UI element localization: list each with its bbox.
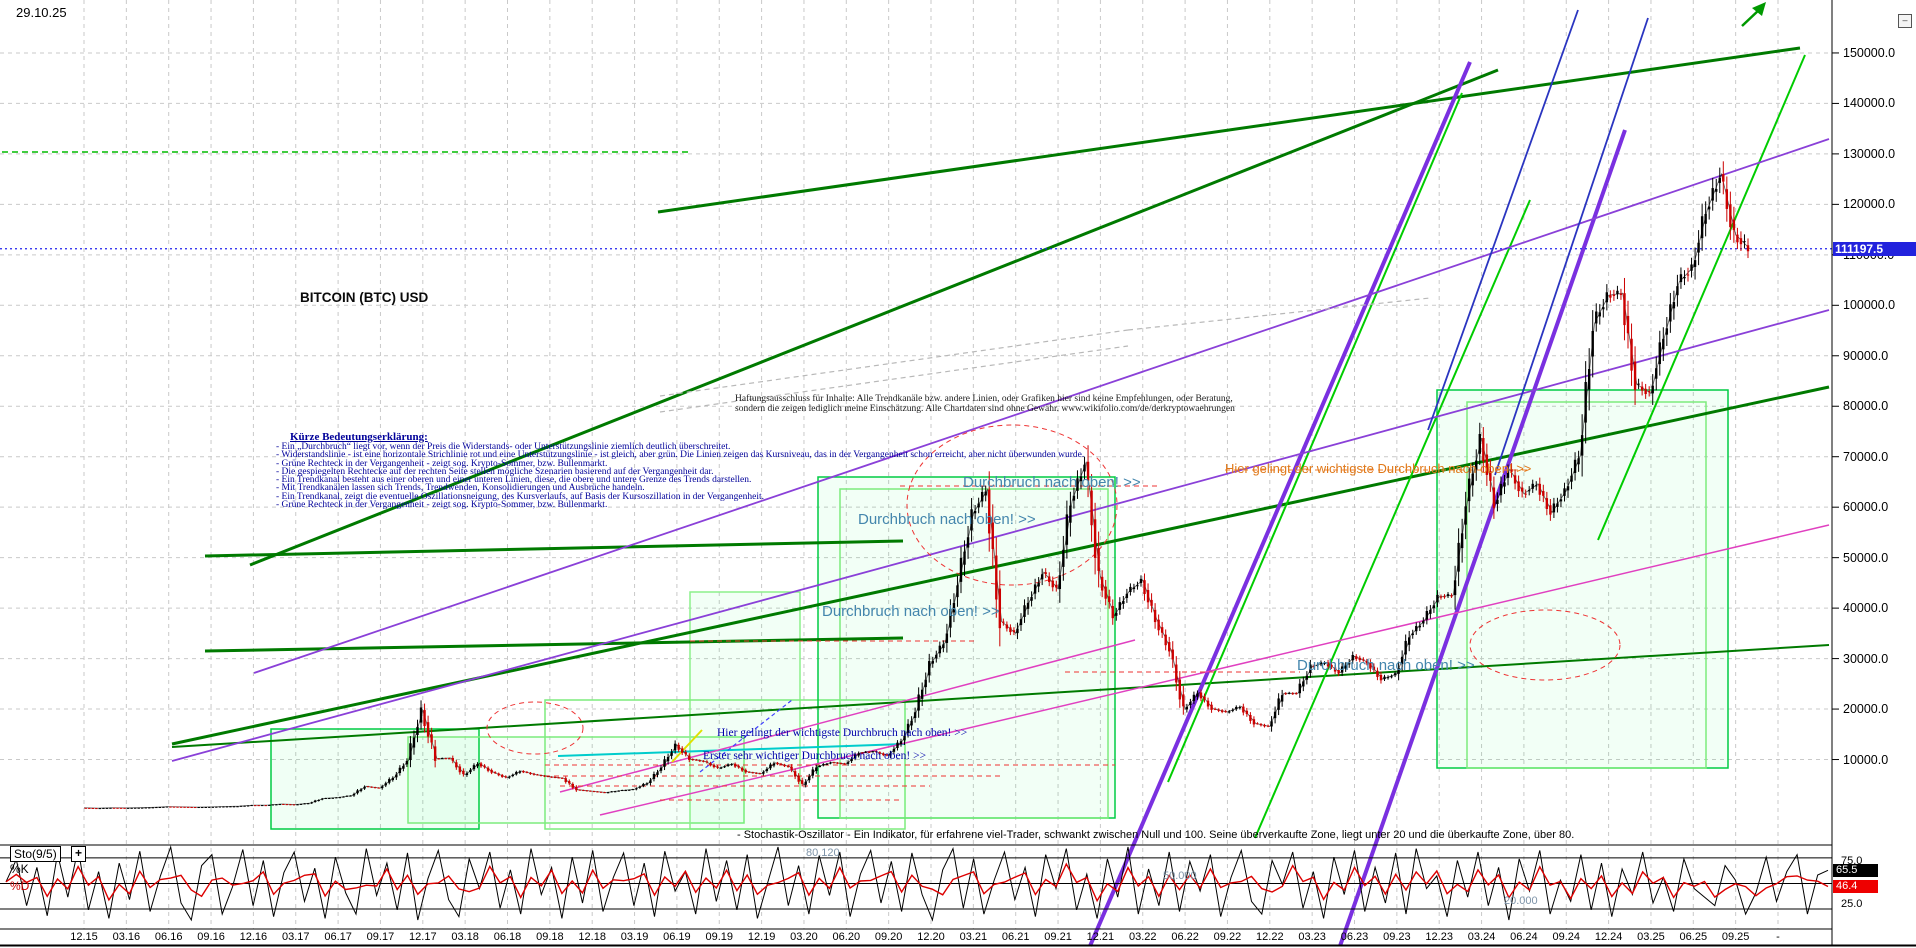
x-axis-tick-label: 03.23 (1298, 931, 1326, 943)
oscillator-level-label: 20.000 (1504, 895, 1538, 907)
x-axis-tick-label: 06.17 (324, 931, 352, 943)
disclaimer-line-2: sondern die zeigen lediglich meine Einsc… (735, 403, 1235, 414)
x-axis-tick-label: - (1776, 931, 1780, 943)
x-axis-tick-label: 09.20 (874, 931, 903, 943)
x-axis-tick-label: 03.18 (451, 931, 479, 943)
x-axis-tick-label: 06.25 (1679, 931, 1708, 943)
y-axis-tick-label: 150000.0 (1843, 45, 1896, 60)
y-axis-tick-label: 40000.0 (1843, 601, 1889, 616)
x-axis-tick-label: 06.23 (1340, 931, 1369, 943)
x-axis-tick-label: 06.24 (1510, 931, 1538, 943)
breakout-annotation: Hier gelingt der wichtigste Durchbruch n… (1225, 461, 1532, 476)
x-axis-tick-label: 12.22 (1256, 931, 1284, 943)
collapse-panel-button[interactable]: – (1898, 14, 1912, 28)
x-axis-tick-label: 09.19 (705, 931, 734, 943)
current-price-badge: 111197.5 (1833, 242, 1916, 256)
y-axis-tick-label: 90000.0 (1843, 348, 1889, 363)
legend-line: - Ein Trendkanal besteht aus einer obere… (276, 475, 752, 486)
legend-line: - Grüne Rechteck in der Vergangenheit - … (276, 500, 608, 511)
disclaimer-line-1: Haftungsausschluss für Inhalte: Alle Tre… (735, 394, 1233, 404)
y-axis-tick-label: 70000.0 (1843, 449, 1889, 464)
y-axis-tick-label: 130000.0 (1843, 146, 1896, 161)
x-axis-tick-label: 12.15 (70, 931, 98, 943)
legend-line: - Mit Trendkanälen lassen sich Trends, T… (276, 483, 645, 494)
stochastic-indicator-button[interactable]: Sto(9/5) (10, 846, 61, 862)
x-axis-tick-label: 03.21 (959, 931, 988, 943)
x-axis-tick-label: 09.21 (1044, 931, 1072, 943)
legend-title: Kürze Bedeutungserklärung: (290, 431, 428, 443)
disclaimer-text: Haftungsausschluss für Inhalte: Alle Tre… (735, 394, 1235, 414)
x-axis-tick-label: 09.16 (197, 931, 225, 943)
x-axis-tick-label: 09.22 (1213, 931, 1242, 943)
indicator-expand-button[interactable]: + (71, 846, 86, 862)
breakout-annotation: Hier gelingt der wichtigste Durchbruch n… (717, 727, 968, 739)
x-axis-tick-label: 06.18 (493, 931, 522, 943)
x-axis-tick-label: 09.23 (1383, 931, 1411, 943)
x-axis-tick-label: 03.19 (620, 931, 649, 943)
x-axis-tick-label: 03.16 (112, 931, 141, 943)
x-axis-tick-label: 12.24 (1594, 931, 1623, 943)
x-axis-tick-label: 03.24 (1467, 931, 1496, 943)
x-axis-tick-label: 03.25 (1637, 931, 1665, 943)
x-axis-tick-label: 09.25 (1721, 931, 1750, 943)
y-axis-tick-label: 10000.0 (1843, 752, 1889, 767)
x-axis-tick-label: 12.21 (1086, 931, 1115, 943)
x-axis-tick-label: 12.17 (409, 931, 437, 943)
x-axis-tick-label: 03.22 (1128, 931, 1157, 943)
legend-line: - Ein Trendkanal, zeigt die eventuelle O… (276, 491, 764, 502)
breakout-annotation: Durchbruch nach oben! >> (858, 511, 1036, 528)
x-axis-tick-label: 06.19 (663, 931, 691, 943)
breakout-annotation: Erster sehr wichtiger Durchbruch nach ob… (703, 750, 927, 762)
x-axis-tick-label: 03.17 (281, 931, 310, 943)
x-axis-tick-label: 12.23 (1425, 931, 1453, 943)
legend-line: - Widerstandslinie - ist eine horizontal… (276, 450, 1085, 461)
y-axis-tick-label: 50000.0 (1843, 550, 1889, 565)
percent-k-label: %K (10, 862, 29, 876)
legend-explanation-block: Kürze Bedeutungserklärung: - Ein „Durchb… (276, 431, 1085, 511)
chart-title: BITCOIN (BTC) USD (300, 290, 429, 305)
oscillator-level-label: 80.120 (806, 847, 840, 859)
legend-line: - Die gespiegelten Rechtecke auf der rec… (276, 466, 714, 477)
y-axis-tick-label: 20000.0 (1843, 702, 1889, 717)
stochastic-note: - Stochastik-Oszillator - Ein Indikator,… (737, 829, 1575, 841)
x-axis-tick-label: 12.16 (239, 931, 268, 943)
x-axis-tick-label: 06.21 (1001, 931, 1030, 943)
stochastic-k-value-badge: 65.5 (1833, 864, 1878, 877)
x-axis-tick-label: 06.20 (832, 931, 861, 943)
stochastic-d-value-badge: 46.4 (1833, 880, 1878, 893)
y-axis-tick-label: 140000.0 (1843, 96, 1896, 111)
x-axis-tick-label: 06.22 (1171, 931, 1199, 943)
y-axis-tick-label: 100000.0 (1843, 298, 1896, 313)
y-axis-tick-label: 60000.0 (1843, 500, 1889, 515)
breakout-annotation: Durchbruch nach oben! >> (1297, 657, 1475, 674)
legend-line: - Grüne Rechteck in der Vergangenheit - … (276, 458, 608, 469)
x-axis-tick-label: 03.20 (790, 931, 818, 943)
oscillator-axis-lo: 25.0 (1841, 898, 1863, 910)
legend-line: - Ein „Durchbruch“ liegt vor, wenn der P… (276, 442, 731, 452)
x-axis-tick-label: 12.18 (578, 931, 606, 943)
y-axis-tick-label: 30000.0 (1843, 651, 1889, 666)
breakout-annotation: Durchbruch nach oben! >> (963, 474, 1141, 491)
x-axis-tick-label: 12.20 (917, 931, 945, 943)
legend-lines: - Ein „Durchbruch“ liegt vor, wenn der P… (276, 442, 1085, 511)
x-axis-tick-label: 06.16 (154, 931, 183, 943)
current-date-label: 29.10.25 (16, 5, 67, 20)
y-axis-tick-label: 80000.0 (1843, 399, 1889, 414)
x-axis-tick-label: 09.24 (1552, 931, 1581, 943)
oscillator-level-label: 50.000 (1163, 870, 1197, 882)
y-axis-tick-label: 120000.0 (1843, 197, 1896, 212)
percent-d-label: %D (10, 879, 30, 893)
x-axis-tick-label: 12.19 (747, 931, 776, 943)
x-axis-tick-label: 09.17 (366, 931, 395, 943)
breakout-annotation: Durchbruch nach oben! >> (822, 603, 1000, 620)
x-axis-tick-label: 09.18 (536, 931, 564, 943)
